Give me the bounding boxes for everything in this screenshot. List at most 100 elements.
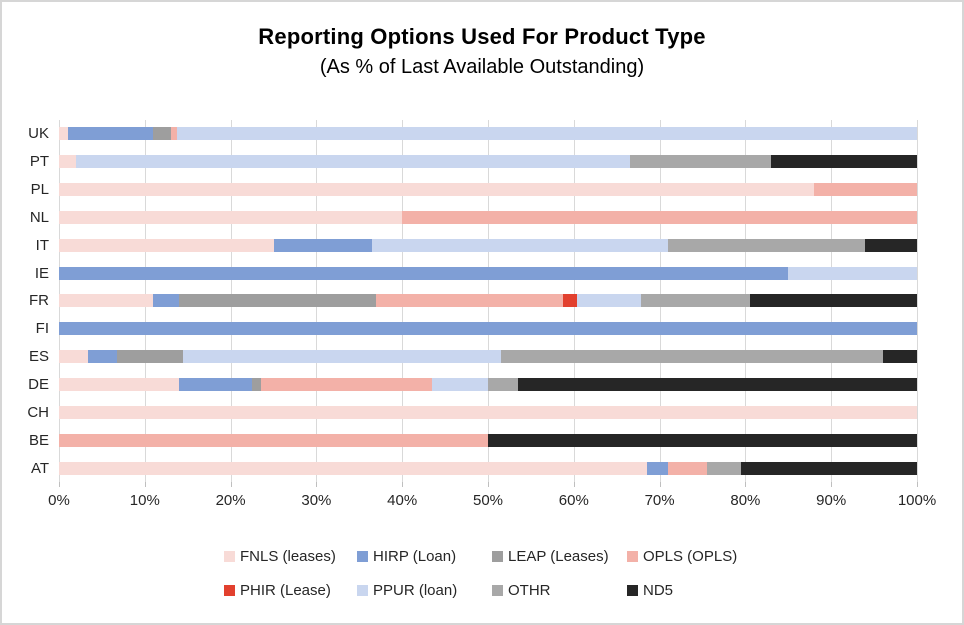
bar-it bbox=[59, 238, 917, 252]
bar-segment-nd5 bbox=[741, 461, 917, 475]
y-label-ch: CH bbox=[27, 403, 49, 421]
bar-es bbox=[59, 350, 917, 364]
axis-tick bbox=[144, 482, 146, 487]
legend-item-fnls: FNLS (leases) bbox=[224, 548, 357, 565]
bar-row-pt bbox=[59, 148, 917, 176]
bar-segment-fnls bbox=[59, 127, 68, 141]
bar-segment-opls bbox=[814, 183, 917, 197]
bar-segment-ppur bbox=[788, 266, 917, 280]
bar-pt bbox=[59, 155, 917, 169]
bar-segment-nd5 bbox=[865, 238, 917, 252]
x-tick-label: 40% bbox=[387, 492, 418, 509]
legend-label-phir: PHIR (Lease) bbox=[240, 582, 331, 599]
bar-segment-opls bbox=[376, 294, 564, 308]
bar-segment-opls bbox=[668, 461, 707, 475]
bar-segment-ppur bbox=[76, 155, 630, 169]
bar-segment-hirp bbox=[179, 378, 253, 392]
bar-segment-hirp bbox=[153, 294, 180, 308]
axis-tick bbox=[488, 482, 489, 487]
legend-item-nd5: ND5 bbox=[627, 582, 762, 599]
bar-segment-fnls bbox=[59, 155, 77, 169]
bar-segment-ppur bbox=[176, 127, 917, 141]
bar-segment-othr bbox=[640, 294, 751, 308]
bar-segment-hirp bbox=[273, 238, 373, 252]
bar-segment-fnls bbox=[59, 294, 154, 308]
x-tick-label: 0% bbox=[48, 492, 70, 509]
bar-segment-othr bbox=[487, 378, 518, 392]
bar-segment-othr bbox=[668, 238, 866, 252]
bar-row-at bbox=[59, 454, 917, 482]
bar-row-ch bbox=[59, 398, 917, 426]
x-tick-label: 10% bbox=[129, 492, 160, 509]
bar-segment-leap bbox=[252, 378, 261, 392]
chart-subtitle: (As % of Last Available Outstanding) bbox=[319, 56, 645, 78]
bar-segment-ppur bbox=[432, 378, 488, 392]
x-tick-label: 100% bbox=[897, 492, 937, 509]
axis-tick bbox=[831, 482, 833, 487]
bar-segment-fnls bbox=[59, 183, 815, 197]
bar-ch bbox=[59, 405, 917, 419]
axis-tick bbox=[230, 482, 232, 487]
bar-row-it bbox=[59, 231, 917, 259]
gridline bbox=[917, 120, 918, 482]
bar-segment-opls bbox=[59, 433, 488, 447]
x-tick-label: 70% bbox=[644, 492, 675, 509]
legend-label-hirp: HIRP (Loan) bbox=[373, 548, 457, 565]
bar-segment-nd5 bbox=[771, 155, 917, 169]
axis-tick bbox=[59, 482, 60, 487]
bar-segment-othr bbox=[706, 461, 742, 475]
bar-segment-fnls bbox=[59, 238, 274, 252]
legend-swatch-fnls bbox=[224, 551, 235, 562]
y-label-ie: IE bbox=[34, 264, 49, 282]
bar-segment-leap bbox=[153, 127, 171, 141]
bar-segment-leap bbox=[117, 350, 184, 364]
legend-label-fnls: FNLS (leases) bbox=[240, 548, 336, 565]
axis-tick bbox=[745, 482, 747, 487]
bar-de bbox=[59, 378, 917, 392]
bar-segment-othr bbox=[629, 155, 772, 169]
bar-segment-hirp bbox=[59, 322, 917, 336]
bar-segment-opls bbox=[260, 378, 433, 392]
legend-swatch-othr bbox=[492, 585, 503, 596]
x-tick-label: 30% bbox=[301, 492, 332, 509]
bar-row-nl bbox=[59, 204, 917, 232]
bar-row-es bbox=[59, 343, 917, 371]
bar-segment-othr bbox=[500, 350, 883, 364]
title-block: Reporting Options Used For Product Type … bbox=[2, 2, 962, 79]
bar-segment-opls bbox=[170, 127, 177, 141]
legend-swatch-phir bbox=[224, 585, 235, 596]
axis-tick bbox=[659, 482, 661, 487]
bar-segment-nd5 bbox=[750, 294, 917, 308]
legend-item-phir: PHIR (Lease) bbox=[224, 582, 357, 599]
y-label-be: BE bbox=[28, 431, 49, 449]
legend-swatch-leap bbox=[492, 551, 503, 562]
bar-segment-fnls bbox=[59, 405, 917, 419]
legend-swatch-ppur bbox=[357, 585, 368, 596]
legend-swatch-nd5 bbox=[627, 585, 638, 596]
y-label-it: IT bbox=[35, 236, 49, 254]
legend-label-leap: LEAP (Leases) bbox=[508, 548, 609, 565]
bar-at bbox=[59, 461, 917, 475]
axis-tick bbox=[316, 482, 318, 487]
legend-item-othr: OTHR bbox=[492, 582, 627, 599]
y-label-pt: PT bbox=[29, 153, 49, 171]
axis-tick bbox=[402, 482, 404, 487]
y-label-at: AT bbox=[30, 459, 49, 477]
legend-swatch-opls bbox=[627, 551, 638, 562]
y-label-fi: FI bbox=[35, 320, 49, 338]
bar-pl bbox=[59, 183, 917, 197]
y-label-de: DE bbox=[28, 376, 49, 394]
bar-ie bbox=[59, 266, 917, 280]
x-tick-label: 50% bbox=[472, 492, 504, 509]
legend: FNLS (leases) HIRP (Loan) LEAP (Leases) OPL… bbox=[224, 548, 762, 599]
x-tick-label: 80% bbox=[730, 492, 761, 509]
x-axis-labels: 0% 10% 20% 30% 40% 50% 60% 70% 80% 90% 100% bbox=[48, 492, 936, 512]
legend-label-ppur: PPUR (loan) bbox=[373, 582, 458, 599]
y-label-fr: FR bbox=[29, 292, 49, 310]
legend-label-othr: OTHR bbox=[508, 582, 551, 599]
bar-fi bbox=[59, 322, 917, 336]
bar-segment-nd5 bbox=[488, 433, 917, 447]
bar-segment-hirp bbox=[67, 127, 154, 141]
bar-segment-hirp bbox=[646, 461, 669, 475]
